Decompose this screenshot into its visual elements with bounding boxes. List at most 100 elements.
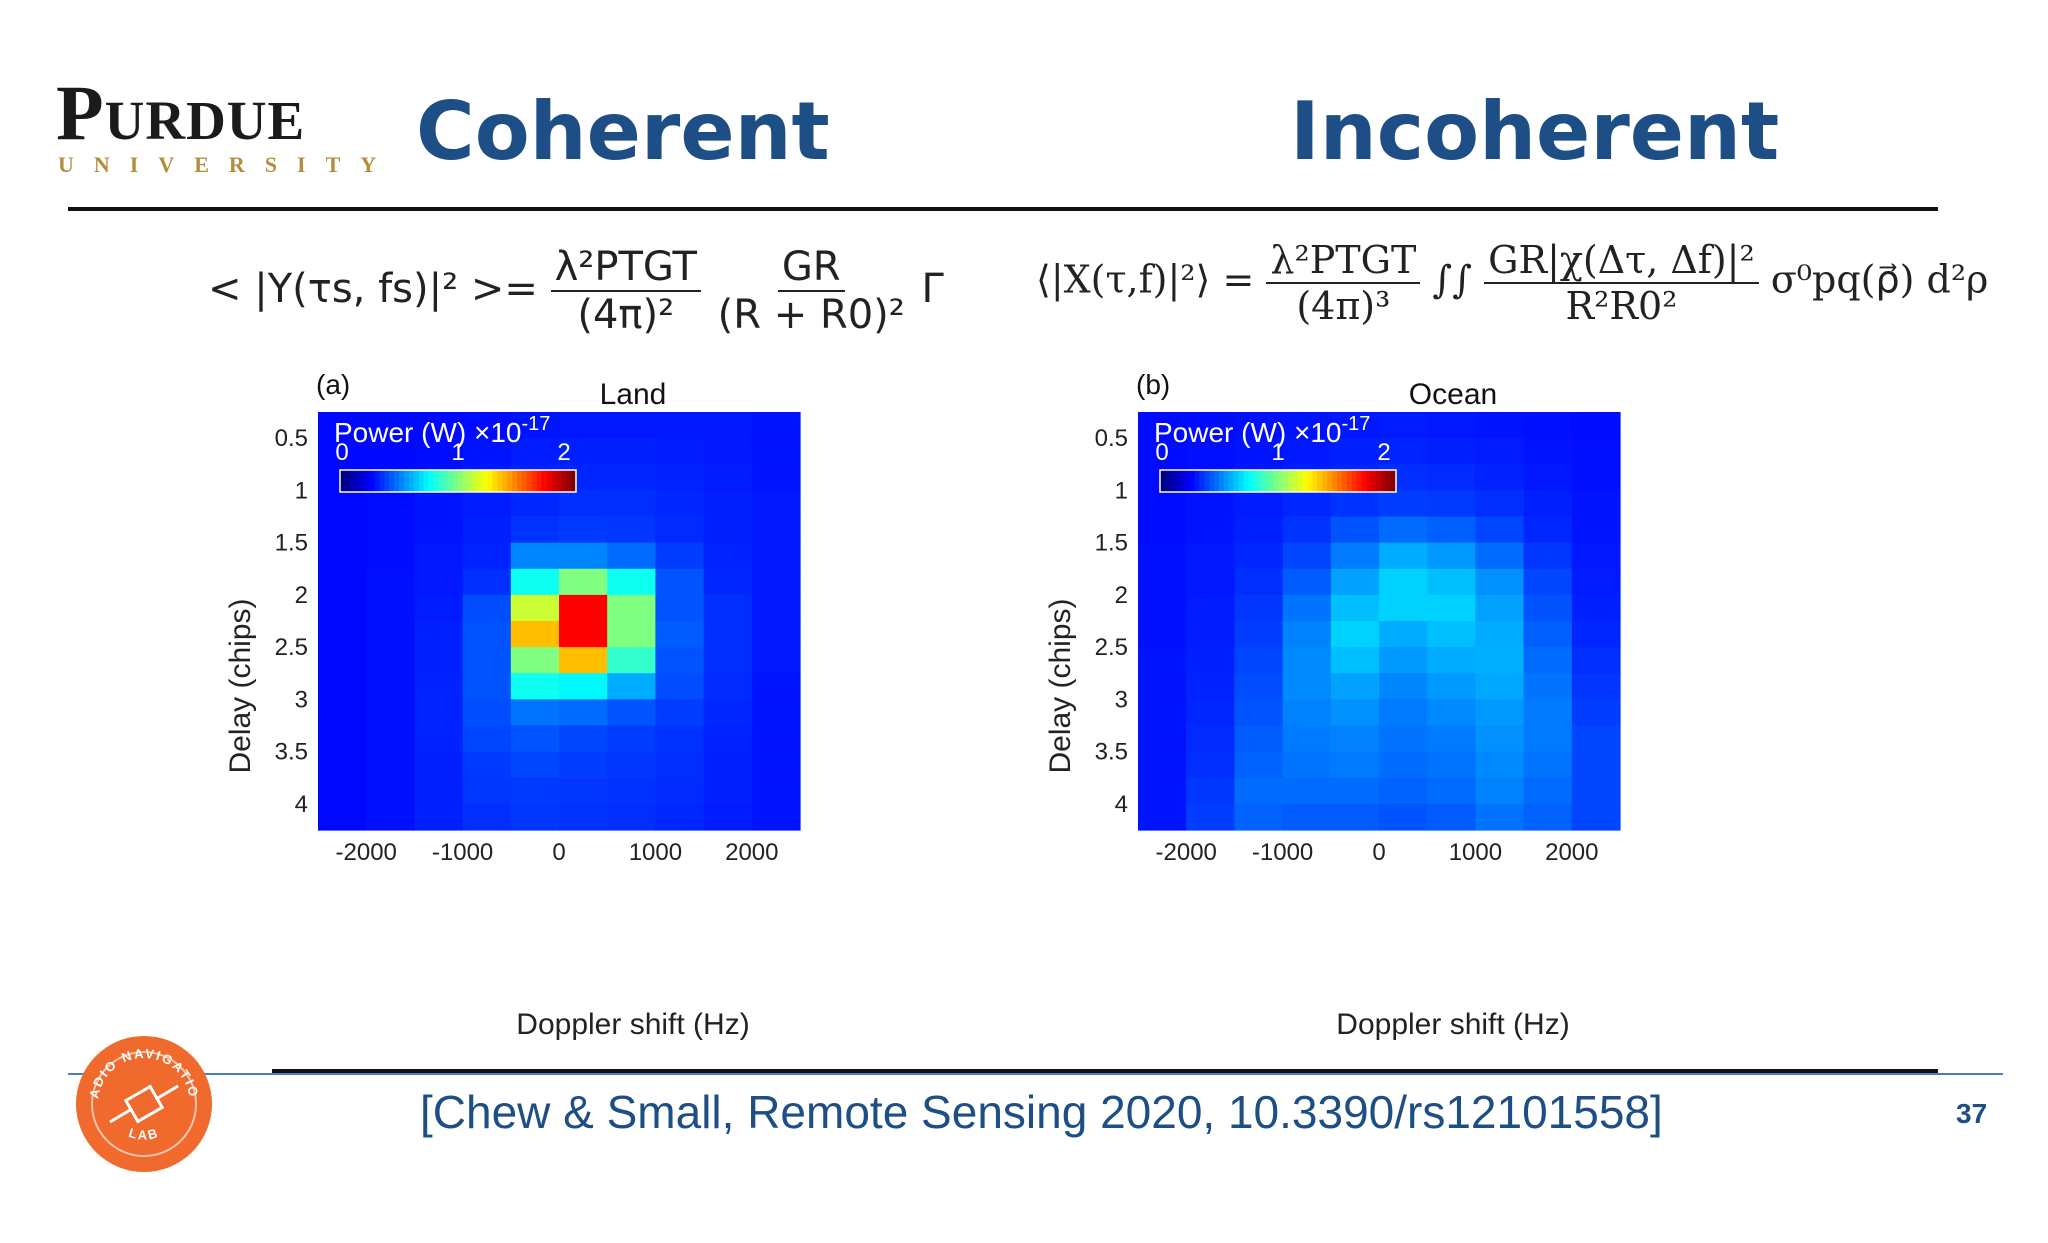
x-tick-label: 1000 xyxy=(1449,839,1502,866)
heatmap-cell xyxy=(559,438,608,465)
heatmap-cell xyxy=(318,751,367,779)
heatmap-cell xyxy=(703,490,753,518)
heatmap-cell xyxy=(1427,647,1476,674)
heatmap-cell xyxy=(1330,568,1380,596)
heatmap-cell xyxy=(607,673,656,700)
colorbar-swatch xyxy=(354,470,361,492)
colorbar-swatch xyxy=(1209,470,1215,492)
satellite-icon xyxy=(109,1084,179,1124)
colorbar-swatch xyxy=(1278,470,1284,492)
heatmap-cell xyxy=(462,568,512,596)
heatmap-cell xyxy=(462,490,512,518)
colorbar-swatch xyxy=(1268,470,1274,492)
colorbar-swatch xyxy=(1199,470,1205,492)
heatmap-cell xyxy=(414,438,464,465)
colorbar-swatch xyxy=(526,470,533,492)
colorbar-label: Power (W) ×10-17 xyxy=(1154,413,1370,448)
heatmap-cell xyxy=(1379,438,1428,465)
heatmap-cell xyxy=(1475,621,1525,648)
colorbar-swatch xyxy=(1322,470,1328,492)
heatmap-cell xyxy=(607,777,656,805)
heatmap-cell xyxy=(655,621,705,648)
heatmap-cell xyxy=(559,673,608,700)
heatmap-cell xyxy=(607,412,656,439)
heatmap-cell xyxy=(1282,803,1332,831)
heatmap-cell xyxy=(1427,438,1476,465)
heatmap-cell xyxy=(1138,699,1187,727)
heatmap-cell xyxy=(703,751,753,779)
heatmap-cell xyxy=(751,516,801,544)
y-tick-label: 4 xyxy=(1115,791,1128,818)
x-tick-labels: -2000 -1000 0 1000 2000 xyxy=(1156,839,1599,866)
heatmap-cell xyxy=(1523,516,1573,544)
colorbar-swatch xyxy=(1238,470,1245,492)
heatmap-cell xyxy=(751,673,801,700)
heatmap-cell xyxy=(703,542,753,570)
colorbar-swatch xyxy=(1263,470,1269,492)
heatmap-cell xyxy=(607,568,656,596)
heatmap-cell xyxy=(462,542,512,570)
colorbar-swatch xyxy=(448,470,454,492)
colorbar-swatch xyxy=(1219,470,1225,492)
y-tick-label: 2.5 xyxy=(1095,634,1128,661)
y-tick-labels: 0.5 1 1.5 2 2.5 3 3.5 4 xyxy=(275,425,308,818)
heatmap-cell xyxy=(1186,594,1235,622)
colorbar-swatch xyxy=(374,470,380,492)
heatmap-cell xyxy=(1379,725,1428,753)
heatmap-cell xyxy=(510,803,560,831)
heatmap-cell xyxy=(655,568,705,596)
heatmap-cell xyxy=(1427,803,1476,831)
colorbar-swatch xyxy=(369,470,376,492)
colorbar-swatch xyxy=(507,470,513,492)
heatmap-cell xyxy=(318,490,367,518)
heatmap-cell xyxy=(1475,516,1525,544)
heatmap-cell xyxy=(318,516,367,544)
footer-divider-blue xyxy=(68,1073,2003,1075)
heatmap-cell xyxy=(655,699,705,727)
heatmap-ocean: (b) Ocean -2000 -1000 0 1000 2000 0.5 1 1.5 2 2.… xyxy=(1044,370,1621,1041)
colorbar-swatch xyxy=(1302,470,1309,492)
heatmap-cell xyxy=(655,412,705,439)
heatmap-cell xyxy=(1138,412,1187,439)
heatmap-cell xyxy=(1379,647,1428,674)
heatmap-cell xyxy=(751,464,801,491)
heatmap-cell xyxy=(510,647,560,674)
heatmap-cell xyxy=(751,542,801,570)
heatmap-cell xyxy=(414,412,464,439)
heatmap-cell xyxy=(510,725,560,753)
heatmap-cell xyxy=(1571,412,1621,439)
heatmap-cell xyxy=(510,594,560,622)
heatmap-cell xyxy=(1523,751,1573,779)
heatmap-cell xyxy=(1234,699,1284,727)
heatmap-cell xyxy=(607,621,656,648)
heatmap-cell xyxy=(1523,464,1573,491)
heatmap-cell xyxy=(1138,438,1187,465)
heatmap-cell xyxy=(366,751,415,779)
heatmap-cell xyxy=(1475,699,1525,727)
heatmap-cell xyxy=(655,464,705,491)
y-tick-label: 0.5 xyxy=(275,425,308,452)
heatmap-cell xyxy=(1186,777,1235,805)
colorbar-swatch xyxy=(1184,470,1191,492)
heatmap-cell xyxy=(607,542,656,570)
heatmap-cell xyxy=(318,542,367,570)
y-tick-label: 4 xyxy=(295,791,308,818)
heatmap-cell xyxy=(1138,751,1187,779)
colorbar-swatch xyxy=(1312,470,1318,492)
colorbar-swatch xyxy=(1337,470,1343,492)
heatmap-cell xyxy=(1379,777,1428,805)
heatmap-cell xyxy=(1571,699,1621,727)
y-tick-label: 1 xyxy=(295,477,308,504)
colorbar-swatch xyxy=(1297,470,1304,492)
colorbar-swatch xyxy=(418,470,425,492)
heatmap-cell xyxy=(1186,621,1235,648)
colorbar-tick-label: 2 xyxy=(1377,439,1390,466)
heatmap-cell xyxy=(510,777,560,805)
heatmap-cell xyxy=(1138,621,1187,648)
x-tick-label: -2000 xyxy=(336,839,397,866)
heatmap-cell xyxy=(1330,516,1380,544)
colorbar-swatch xyxy=(1287,470,1294,492)
heatmap-cell xyxy=(414,699,464,727)
heatmap-cell xyxy=(751,751,801,779)
heatmap-cell xyxy=(1330,803,1380,831)
